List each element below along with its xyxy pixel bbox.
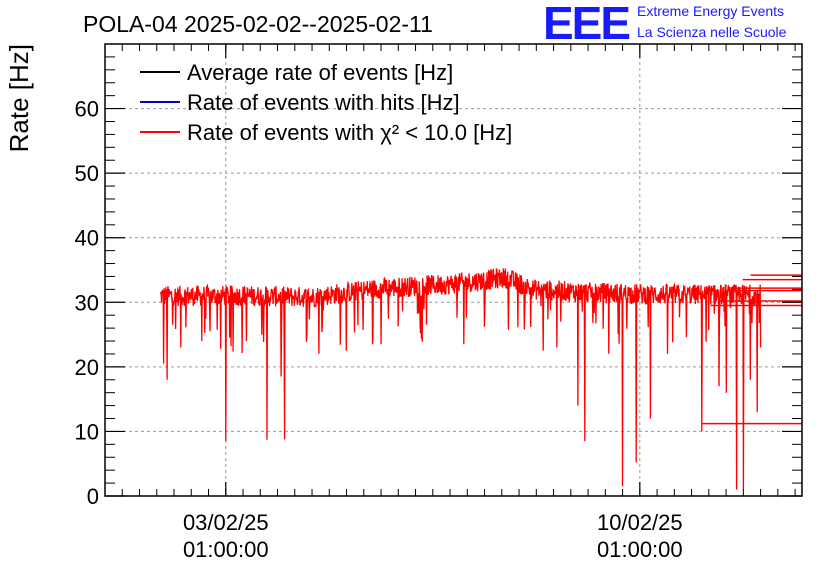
y-tick-label: 20 bbox=[75, 355, 99, 380]
y-axis: 0 10 20 30 40 50 60 bbox=[75, 56, 802, 509]
chart-title: POLA-04 2025-02-02--2025-02-11 bbox=[83, 11, 433, 37]
y-tick-label: 60 bbox=[75, 97, 99, 122]
series-line-chi2 bbox=[159, 267, 762, 490]
y-axis-label: Rate [Hz] bbox=[4, 44, 34, 152]
x-tick-label-date: 03/02/25 bbox=[183, 510, 269, 535]
plot-frame bbox=[104, 43, 803, 497]
y-tick-label: 10 bbox=[75, 419, 99, 444]
legend: Average rate of events [Hz] Rate of event… bbox=[140, 60, 512, 145]
legend-label: Rate of events with hits [Hz] bbox=[187, 90, 460, 115]
x-tick-label-time: 01:00:00 bbox=[597, 537, 683, 562]
data-series bbox=[159, 267, 802, 490]
logo-line-2: La Scienza nelle Scuole bbox=[637, 24, 787, 40]
eee-logo: EEE bbox=[543, 0, 631, 49]
y-tick-label: 0 bbox=[87, 484, 99, 509]
y-tick-label: 50 bbox=[75, 161, 99, 186]
y-tick-label: 30 bbox=[75, 290, 99, 315]
plot-grid bbox=[105, 44, 802, 496]
legend-label: Rate of events with χ² < 10.0 [Hz] bbox=[187, 120, 512, 145]
x-tick-label-date: 10/02/25 bbox=[597, 510, 683, 535]
x-tick-label-time: 01:00:00 bbox=[183, 537, 269, 562]
y-tick-label: 40 bbox=[75, 226, 99, 251]
legend-label: Average rate of events [Hz] bbox=[187, 60, 453, 85]
logo-line-1: Extreme Energy Events bbox=[637, 3, 785, 19]
